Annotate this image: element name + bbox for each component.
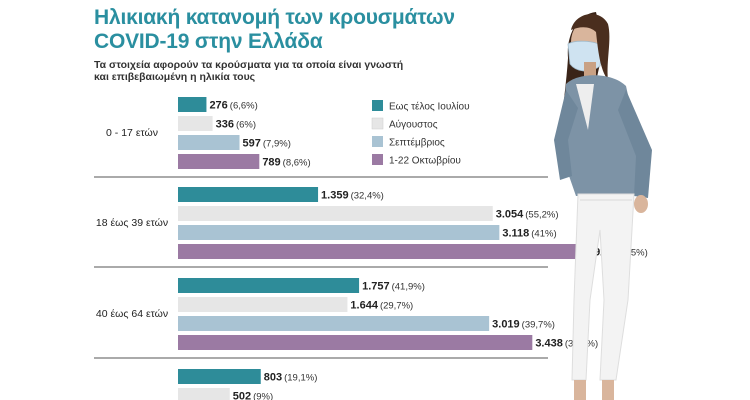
data-label: 502 (9%) — [233, 391, 273, 400]
bar — [178, 297, 348, 312]
legend-entry: Εως τέλος Ιουλίου — [389, 101, 470, 113]
data-label: 276 (6,6%) — [209, 100, 257, 112]
legend-swatch — [372, 100, 383, 111]
data-label: 597 (7,9%) — [243, 138, 291, 150]
bar — [178, 225, 500, 240]
bar — [178, 388, 230, 400]
bar — [178, 335, 533, 350]
bar — [178, 316, 490, 331]
data-label: 1.644 (29,7%) — [350, 300, 413, 312]
bar — [178, 135, 240, 150]
bar — [178, 278, 360, 293]
data-label: 3.438(37,3%) — [535, 338, 598, 350]
legend-entry: Αύγουστος — [389, 119, 438, 131]
bar — [178, 187, 319, 202]
legend-swatch — [372, 136, 383, 147]
data-label: 336 (6%) — [216, 119, 256, 131]
data-label: 3.019 (39,7%) — [492, 319, 555, 331]
bar — [178, 116, 213, 131]
chart-title: Ηλικιακή κατανομή των κρουσμάτων COVID-1… — [94, 6, 455, 53]
legend-entry: 1-22 Οκτωβρίου — [389, 155, 461, 167]
chart-subtitle: Τα στοιχεία αφορούν τα κρούσματα για τα … — [94, 59, 404, 83]
legend-swatch — [371, 117, 384, 130]
group-label: 40 έως 64 ετών — [96, 308, 168, 320]
data-label: 803 (19,1%) — [264, 372, 318, 384]
legend-entry: Σεπτέμβριος — [389, 137, 445, 149]
bar — [178, 244, 582, 259]
data-label: 789 (8,6%) — [262, 157, 310, 169]
bar — [178, 97, 207, 112]
woman-in-mask-figure-icon — [554, 12, 652, 400]
legend-swatch — [372, 154, 383, 165]
data-label: 1.359 (32,4%) — [321, 190, 384, 202]
bar — [178, 206, 493, 221]
data-label: 3.118 (41%) — [502, 228, 556, 240]
data-label: 1.757 (41,9%) — [362, 281, 425, 293]
bar — [178, 369, 261, 384]
group-label: 18 έως 39 ετών — [96, 217, 168, 229]
group-label: 0 - 17 ετών — [106, 127, 158, 139]
bar — [178, 154, 260, 169]
data-label: 3.054 (55,2%) — [496, 209, 559, 221]
